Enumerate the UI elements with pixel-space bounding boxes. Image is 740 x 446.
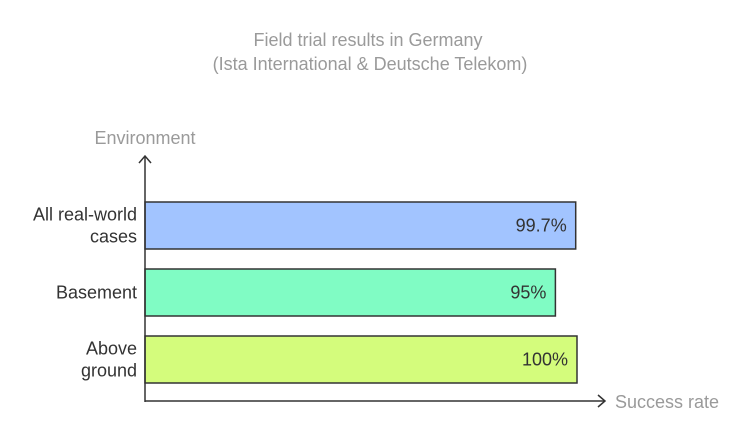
category-label-3-line-1: Above bbox=[86, 339, 137, 359]
bar-2 bbox=[144, 268, 557, 317]
bar-3 bbox=[144, 335, 578, 384]
value-label-1: 99.7% bbox=[516, 216, 567, 236]
value-label-2: 95% bbox=[510, 283, 546, 303]
bar-1 bbox=[144, 201, 577, 250]
x-axis-label: Success rate bbox=[615, 392, 719, 412]
chart-subtitle: (Ista International & Deutsche Telekom) bbox=[213, 54, 528, 74]
value-label-3: 100% bbox=[522, 350, 568, 370]
category-label-1-line-1: All real-world bbox=[33, 205, 137, 225]
category-label-1-line-2: cases bbox=[90, 227, 137, 247]
category-label-3-line-2: ground bbox=[81, 361, 137, 381]
y-axis-label: Environment bbox=[94, 128, 195, 148]
axes bbox=[138, 154, 607, 408]
x-axis-arrow-icon bbox=[597, 394, 607, 408]
category-label-2-line-1: Basement bbox=[56, 283, 137, 303]
y-axis-arrow-icon bbox=[138, 154, 152, 164]
chart-title: Field trial results in Germany bbox=[253, 30, 482, 50]
